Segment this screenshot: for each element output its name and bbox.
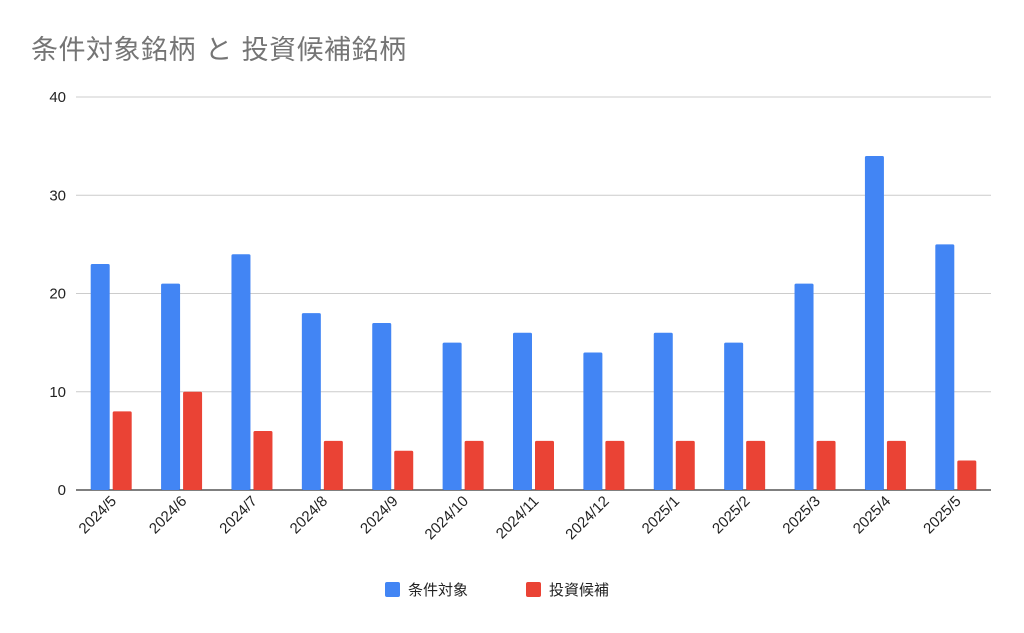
bar-target [935, 244, 955, 490]
bars [90, 155, 977, 490]
x-tick-label: 2025/4 [850, 493, 894, 537]
y-tick-label: 10 [49, 384, 66, 401]
legend-swatch [385, 582, 400, 597]
bar-candidate [746, 440, 766, 490]
bar-target [231, 254, 251, 490]
bar-target [90, 264, 110, 490]
x-tick-label: 2025/2 [709, 493, 753, 537]
bar-candidate [886, 440, 906, 490]
legend: 条件対象 投資候補 [385, 581, 609, 599]
y-tick-label: 20 [49, 286, 66, 303]
legend-swatch [526, 582, 541, 597]
bar-candidate [183, 391, 203, 490]
bar-target [724, 342, 744, 490]
bar-candidate [112, 411, 132, 490]
gridlines [76, 96, 991, 491]
x-tick-label: 2024/9 [357, 493, 401, 537]
y-tick-label: 0 [58, 482, 66, 499]
x-axis-ticks: 2024/5 2024/6 2024/7 2024/8 2024/9 2024/10 202… [76, 493, 965, 543]
x-tick-label: 2025/3 [779, 493, 823, 537]
bar-target [442, 342, 462, 490]
y-tick-label: 30 [49, 187, 66, 204]
x-tick-label: 2024/12 [562, 493, 612, 543]
x-tick-label: 2025/1 [639, 493, 683, 537]
x-tick-label: 2024/6 [146, 493, 190, 537]
bar-target [372, 322, 392, 490]
x-tick-label: 2024/5 [76, 493, 120, 537]
bar-candidate [535, 440, 554, 490]
bar-target [653, 332, 673, 490]
bar-target [161, 283, 181, 490]
bar-candidate [253, 431, 273, 490]
y-tick-label: 40 [49, 89, 66, 106]
x-tick-label: 2024/10 [422, 493, 472, 543]
legend-label: 条件対象 [408, 581, 468, 599]
bar-target [513, 332, 532, 490]
bar-candidate [675, 440, 695, 490]
bar-target [301, 313, 321, 490]
x-tick-label: 2024/11 [493, 493, 543, 543]
bar-candidate [464, 440, 484, 490]
chart-title: 条件対象銘柄 と 投資候補銘柄 [31, 35, 407, 66]
x-tick-label: 2024/8 [287, 493, 331, 537]
legend-label: 投資候補 [549, 581, 609, 599]
y-axis-ticks: 0 10 20 30 40 [49, 89, 66, 499]
bar-target [794, 283, 814, 490]
bar-candidate [957, 460, 977, 490]
bar-candidate [323, 440, 343, 490]
x-tick-label: 2024/7 [216, 493, 260, 537]
bar-target [583, 352, 603, 490]
x-tick-label: 2025/5 [920, 493, 964, 537]
bar-candidate [605, 440, 625, 490]
bar-candidate [394, 450, 414, 490]
bar-candidate [816, 440, 836, 490]
bar-target [864, 155, 884, 490]
